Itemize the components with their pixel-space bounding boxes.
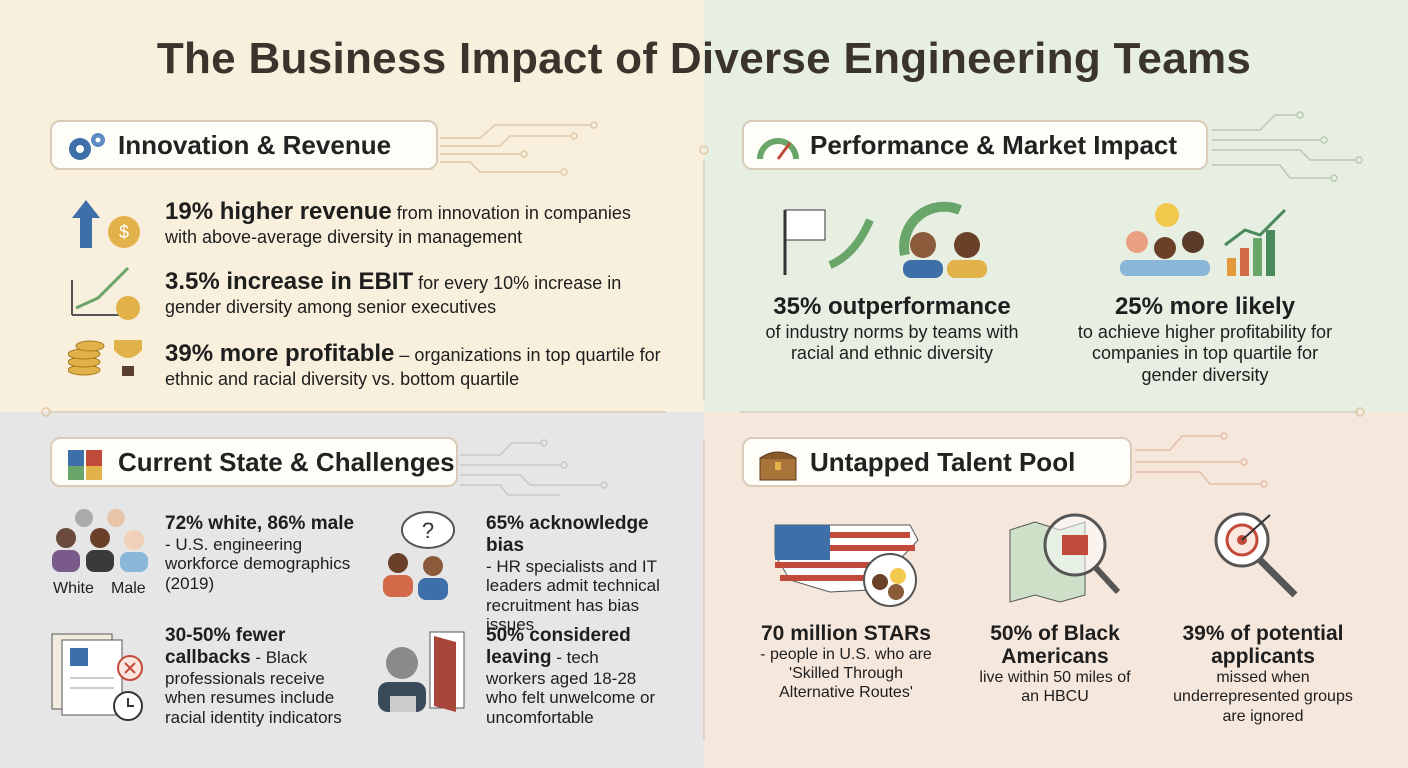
stat-highlight: 3.5% increase in EBIT (165, 268, 414, 295)
stat-item: 30-50% fewer callbacks - Black professio… (165, 625, 355, 727)
page-title: The Business Impact of Diverse Engineeri… (156, 34, 1252, 83)
stat-highlight: 72% white, 86% male (165, 513, 355, 534)
people-icon (52, 509, 148, 572)
stat-text: - people in U.S. who are 'Skilled Throug… (760, 646, 932, 702)
stat-item: 50% of Black Americans live within 50 mil… (975, 622, 1135, 707)
stat-item: 39% more profitable – organizations in t… (165, 340, 665, 390)
stat-highlight: 50% of Black Americans (990, 622, 1120, 669)
stat-text: to achieve higher profitability for comp… (1077, 321, 1333, 385)
leaving-icon (378, 631, 465, 712)
item-icons: $ (68, 200, 142, 376)
resume-icon (51, 633, 143, 721)
svg-text:?: ? (422, 518, 434, 543)
gears-icon (69, 133, 105, 160)
section-heading: Current State & Challenges (50, 437, 458, 487)
stat-text: missed when underrepresented groups are … (1173, 669, 1353, 725)
stat-highlight: 39% of potential applicants (1182, 622, 1344, 669)
section-heading: Innovation & Revenue (50, 120, 438, 170)
stat-text: of industry norms by teams with racial a… (765, 321, 1019, 364)
gauge-icon (757, 138, 799, 160)
stat-text: - tech workers aged 18-28 who felt unwel… (486, 647, 656, 727)
svg-text:$: $ (119, 222, 129, 242)
bias-icon: ? (383, 511, 455, 600)
section-heading: Performance & Market Impact (742, 120, 1208, 170)
stat-text: from innovation in companies with above-… (165, 203, 631, 247)
stat-highlight: 30-50% fewer callbacks (165, 625, 286, 668)
chest-icon (759, 451, 797, 481)
stat-text: - Black professionals receive when resum… (165, 647, 342, 727)
stat-text: - U.S. engineering workforce demographic… (165, 534, 351, 593)
stat-item: 19% higher revenue from innovation in co… (165, 198, 665, 248)
stat-item: 50% considered leaving - tech workers ag… (486, 625, 656, 727)
stat-text: for every 10% increase in gender diversi… (165, 273, 622, 317)
icon-label: White (53, 580, 94, 597)
section-heading: Untapped Talent Pool (742, 437, 1132, 487)
stat-text: - HR specialists and IT leaders admit te… (486, 556, 660, 635)
heading-text: Innovation & Revenue (118, 129, 392, 160)
stat-item: 72% white, 86% male - U.S. engineering wo… (165, 513, 370, 593)
item-icons (774, 512, 1298, 607)
stat-item: 65% acknowledge bias - HR specialists and… (486, 513, 691, 635)
panel-bg (704, 0, 1408, 412)
stat-highlight: 19% higher revenue (165, 198, 392, 225)
item-icons (783, 201, 1287, 278)
icon-label: Male (111, 580, 146, 597)
stat-text: – organizations in top quartile for ethn… (165, 345, 661, 389)
stat-highlight: 70 million STARs (761, 622, 931, 645)
stat-highlight: 39% more profitable (165, 340, 395, 367)
stat-item: 3.5% increase in EBIT for every 10% incr… (165, 268, 665, 318)
stat-highlight: 25% more likely (1114, 293, 1296, 320)
stat-highlight: 50% considered leaving (486, 625, 631, 668)
stat-item: 39% of potential applicants missed when u… (1173, 622, 1353, 726)
heading-text: Performance & Market Impact (810, 129, 1178, 160)
stat-item: 70 million STARs - people in U.S. who are… (756, 622, 936, 703)
heading-text: Current State & Challenges (118, 446, 455, 477)
stat-item: 35% outperformance of industry norms by t… (742, 293, 1042, 365)
stat-item: 25% more likely to achieve higher profita… (1070, 293, 1340, 387)
stat-highlight: 65% acknowledge bias (486, 513, 649, 556)
stat-highlight: 35% outperformance (773, 293, 1011, 320)
stat-text: live within 50 miles of an HBCU (979, 669, 1131, 706)
puzzle-icon (68, 450, 102, 480)
heading-text: Untapped Talent Pool (810, 446, 1076, 477)
